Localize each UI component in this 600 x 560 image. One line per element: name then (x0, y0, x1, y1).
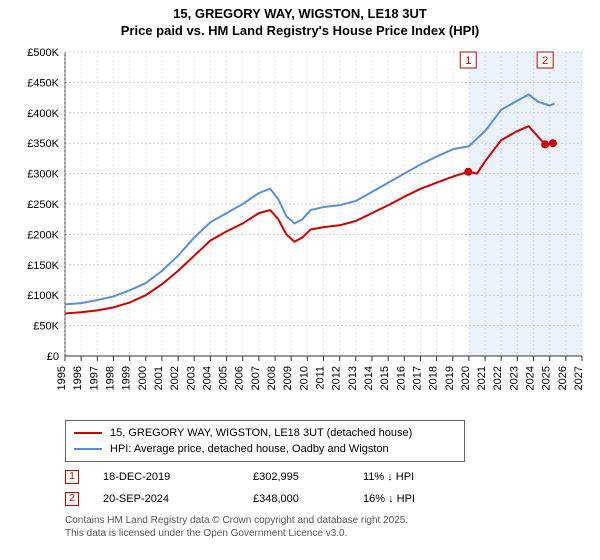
svg-text:2004: 2004 (201, 366, 213, 390)
svg-text:2005: 2005 (218, 366, 230, 390)
svg-text:2016: 2016 (395, 366, 407, 390)
footnote-line: Contains HM Land Registry data © Crown c… (65, 514, 590, 527)
svg-text:1995: 1995 (56, 366, 68, 390)
svg-text:2003: 2003 (185, 366, 197, 390)
svg-text:£250K: £250K (27, 199, 59, 211)
svg-text:1996: 1996 (72, 366, 84, 390)
sale-date: 20-SEP-2024 (103, 493, 253, 505)
svg-text:£0: £0 (47, 351, 59, 363)
svg-text:2013: 2013 (347, 366, 359, 390)
svg-text:2006: 2006 (234, 366, 246, 390)
svg-text:2015: 2015 (379, 366, 391, 390)
legend-label: HPI: Average price, detached house, Oadb… (110, 443, 389, 455)
footnote-line: This data is licensed under the Open Gov… (65, 527, 590, 540)
svg-text:2025: 2025 (541, 366, 553, 390)
svg-text:2027: 2027 (573, 366, 585, 390)
legend-item: 15, GREGORY WAY, WIGSTON, LE18 3UT (deta… (74, 425, 456, 441)
svg-text:2026: 2026 (557, 366, 569, 390)
svg-text:£350K: £350K (27, 138, 59, 150)
svg-text:£300K: £300K (27, 168, 59, 180)
svg-text:£100K: £100K (27, 290, 59, 302)
svg-text:2012: 2012 (331, 366, 343, 390)
svg-text:2007: 2007 (250, 366, 262, 390)
svg-text:£400K: £400K (27, 108, 59, 120)
svg-text:£50K: £50K (33, 320, 59, 332)
svg-text:1997: 1997 (88, 366, 100, 390)
svg-text:2020: 2020 (460, 366, 472, 390)
svg-text:2000: 2000 (137, 366, 149, 390)
legend: 15, GREGORY WAY, WIGSTON, LE18 3UT (deta… (65, 420, 465, 462)
svg-text:2010: 2010 (298, 366, 310, 390)
svg-text:2017: 2017 (411, 366, 423, 390)
svg-text:£200K: £200K (27, 229, 59, 241)
svg-text:2024: 2024 (525, 366, 537, 390)
svg-text:2018: 2018 (428, 366, 440, 390)
svg-text:2008: 2008 (266, 366, 278, 390)
sale-marker: 2 (65, 492, 79, 506)
legend-item: HPI: Average price, detached house, Oadb… (74, 441, 456, 457)
svg-text:2002: 2002 (169, 366, 181, 390)
sale-pct: 11% ↓ HPI (363, 471, 473, 483)
footnote: Contains HM Land Registry data © Crown c… (65, 514, 590, 540)
svg-text:2014: 2014 (363, 366, 375, 390)
svg-text:£500K: £500K (27, 47, 59, 59)
sales-list: 1 18-DEC-2019£302,99511% ↓ HPI 2 20-SEP-202… (65, 466, 590, 510)
svg-text:1999: 1999 (121, 366, 133, 390)
sale-pct: 16% ↓ HPI (363, 493, 473, 505)
sale-marker: 1 (65, 470, 79, 484)
svg-text:2023: 2023 (508, 366, 520, 390)
svg-text:2021: 2021 (476, 366, 488, 390)
sale-price: £302,995 (253, 471, 363, 483)
legend-label: 15, GREGORY WAY, WIGSTON, LE18 3UT (deta… (110, 427, 412, 439)
svg-text:2: 2 (542, 55, 548, 67)
svg-text:£450K: £450K (27, 77, 59, 89)
page-title: 15, GREGORY WAY, WIGSTON, LE18 3UT (10, 6, 590, 23)
sale-row: 1 18-DEC-2019£302,99511% ↓ HPI (65, 466, 590, 488)
svg-text:2011: 2011 (315, 366, 327, 390)
legend-swatch (74, 432, 102, 434)
legend-swatch (74, 448, 102, 450)
page-subtitle: Price paid vs. HM Land Registry's House … (10, 23, 590, 40)
price-chart: £0 £50K £100K £150K £200K £250K £300K £350K £400… (10, 44, 590, 414)
svg-text:1998: 1998 (104, 366, 116, 390)
svg-text:1: 1 (465, 55, 471, 67)
svg-text:2022: 2022 (492, 366, 504, 390)
svg-text:2001: 2001 (153, 366, 165, 390)
svg-text:2009: 2009 (282, 366, 294, 390)
svg-text:2019: 2019 (444, 366, 456, 390)
sale-date: 18-DEC-2019 (103, 471, 253, 483)
svg-text:£150K: £150K (27, 260, 59, 272)
sale-row: 2 20-SEP-2024£348,00016% ↓ HPI (65, 488, 590, 510)
sale-price: £348,000 (253, 493, 363, 505)
